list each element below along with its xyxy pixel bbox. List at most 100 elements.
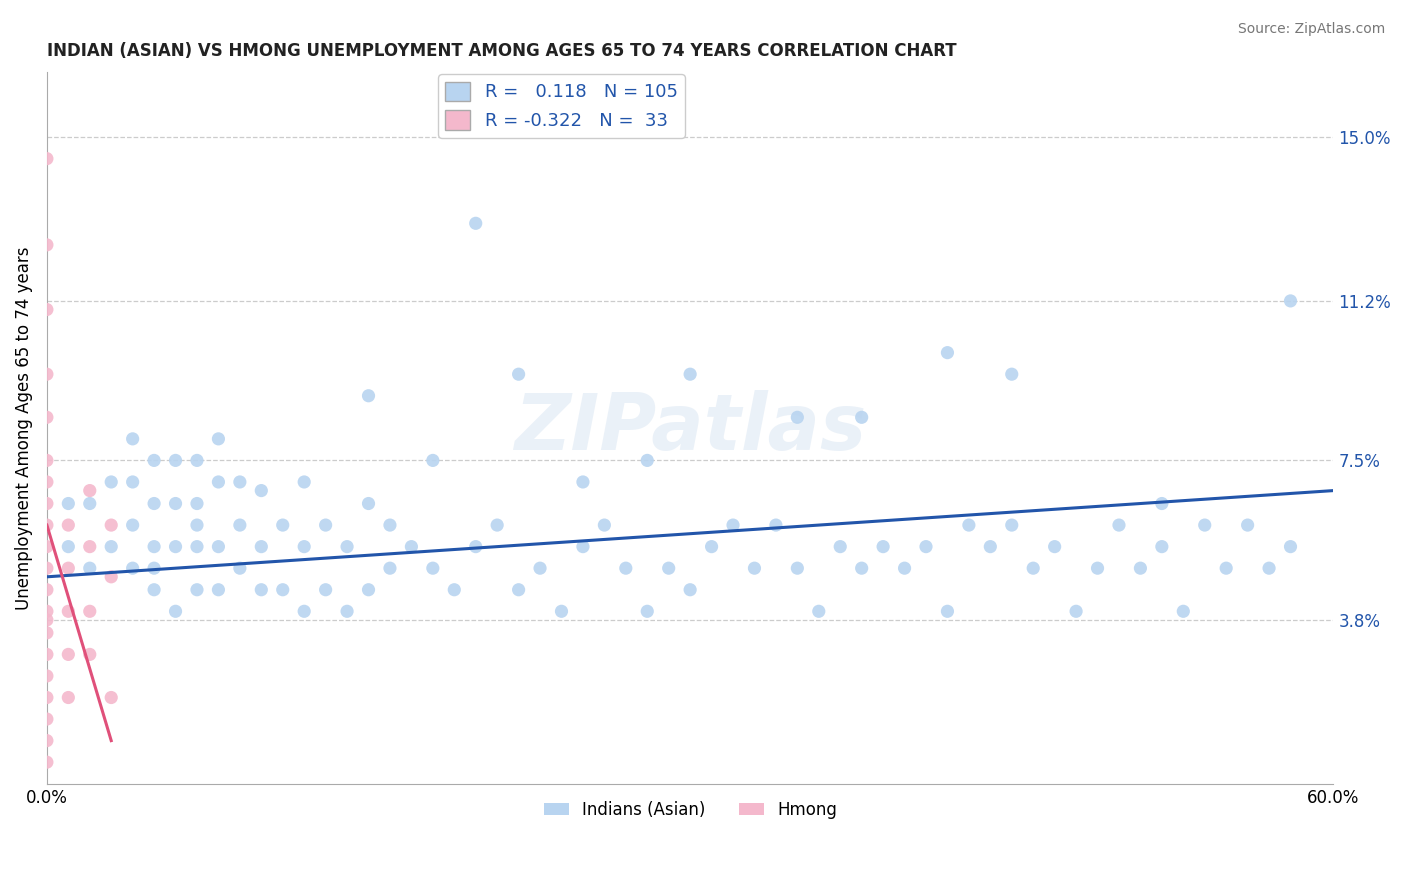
Point	[315, 582, 337, 597]
Point	[508, 367, 530, 381]
Point	[79, 604, 101, 618]
Point	[79, 561, 101, 575]
Point	[79, 483, 101, 498]
Point	[1108, 518, 1130, 533]
Point	[464, 540, 486, 554]
Point	[79, 648, 101, 662]
Point	[207, 432, 229, 446]
Point	[100, 570, 122, 584]
Point	[165, 453, 187, 467]
Point	[207, 475, 229, 489]
Point	[271, 582, 294, 597]
Point	[165, 496, 187, 510]
Point	[957, 518, 980, 533]
Point	[636, 453, 658, 467]
Point	[58, 648, 80, 662]
Point	[893, 561, 915, 575]
Point	[443, 582, 465, 597]
Point	[35, 518, 58, 533]
Point	[207, 582, 229, 597]
Point	[401, 540, 423, 554]
Point	[679, 582, 702, 597]
Point	[186, 453, 208, 467]
Point	[100, 690, 122, 705]
Point	[486, 518, 509, 533]
Point	[292, 475, 315, 489]
Text: INDIAN (ASIAN) VS HMONG UNEMPLOYMENT AMONG AGES 65 TO 74 YEARS CORRELATION CHART: INDIAN (ASIAN) VS HMONG UNEMPLOYMENT AMO…	[46, 42, 956, 60]
Point	[1043, 540, 1066, 554]
Point	[121, 432, 143, 446]
Point	[250, 540, 273, 554]
Point	[1279, 540, 1302, 554]
Point	[121, 475, 143, 489]
Point	[765, 518, 787, 533]
Point	[35, 238, 58, 252]
Point	[35, 604, 58, 618]
Point	[100, 540, 122, 554]
Point	[35, 475, 58, 489]
Point	[679, 367, 702, 381]
Point	[979, 540, 1001, 554]
Point	[572, 475, 595, 489]
Point	[422, 453, 444, 467]
Point	[79, 496, 101, 510]
Point	[1236, 518, 1258, 533]
Text: Source: ZipAtlas.com: Source: ZipAtlas.com	[1237, 22, 1385, 37]
Point	[35, 496, 58, 510]
Point	[35, 625, 58, 640]
Point	[35, 540, 58, 554]
Point	[1173, 604, 1195, 618]
Point	[1215, 561, 1237, 575]
Text: ZIPatlas: ZIPatlas	[515, 390, 866, 467]
Point	[292, 540, 315, 554]
Point	[636, 604, 658, 618]
Point	[744, 561, 766, 575]
Point	[100, 518, 122, 533]
Point	[378, 518, 401, 533]
Point	[58, 690, 80, 705]
Point	[336, 540, 359, 554]
Point	[35, 453, 58, 467]
Point	[292, 604, 315, 618]
Point	[143, 540, 166, 554]
Point	[658, 561, 681, 575]
Point	[786, 410, 808, 425]
Point	[250, 582, 273, 597]
Point	[58, 540, 80, 554]
Point	[186, 582, 208, 597]
Point	[165, 604, 187, 618]
Point	[1022, 561, 1045, 575]
Point	[422, 561, 444, 575]
Point	[79, 540, 101, 554]
Point	[1001, 367, 1024, 381]
Point	[229, 475, 252, 489]
Point	[593, 518, 616, 533]
Point	[1087, 561, 1109, 575]
Point	[1150, 496, 1173, 510]
Point	[614, 561, 637, 575]
Point	[35, 648, 58, 662]
Point	[143, 496, 166, 510]
Point	[35, 582, 58, 597]
Point	[529, 561, 551, 575]
Point	[721, 518, 744, 533]
Point	[572, 540, 595, 554]
Point	[1001, 518, 1024, 533]
Point	[35, 690, 58, 705]
Point	[378, 561, 401, 575]
Point	[143, 561, 166, 575]
Point	[35, 152, 58, 166]
Point	[186, 518, 208, 533]
Point	[121, 561, 143, 575]
Point	[1258, 561, 1281, 575]
Point	[807, 604, 830, 618]
Point	[143, 453, 166, 467]
Y-axis label: Unemployment Among Ages 65 to 74 years: Unemployment Among Ages 65 to 74 years	[15, 246, 32, 610]
Point	[35, 367, 58, 381]
Point	[357, 582, 380, 597]
Point	[872, 540, 894, 554]
Point	[100, 475, 122, 489]
Point	[121, 518, 143, 533]
Point	[207, 540, 229, 554]
Point	[229, 561, 252, 575]
